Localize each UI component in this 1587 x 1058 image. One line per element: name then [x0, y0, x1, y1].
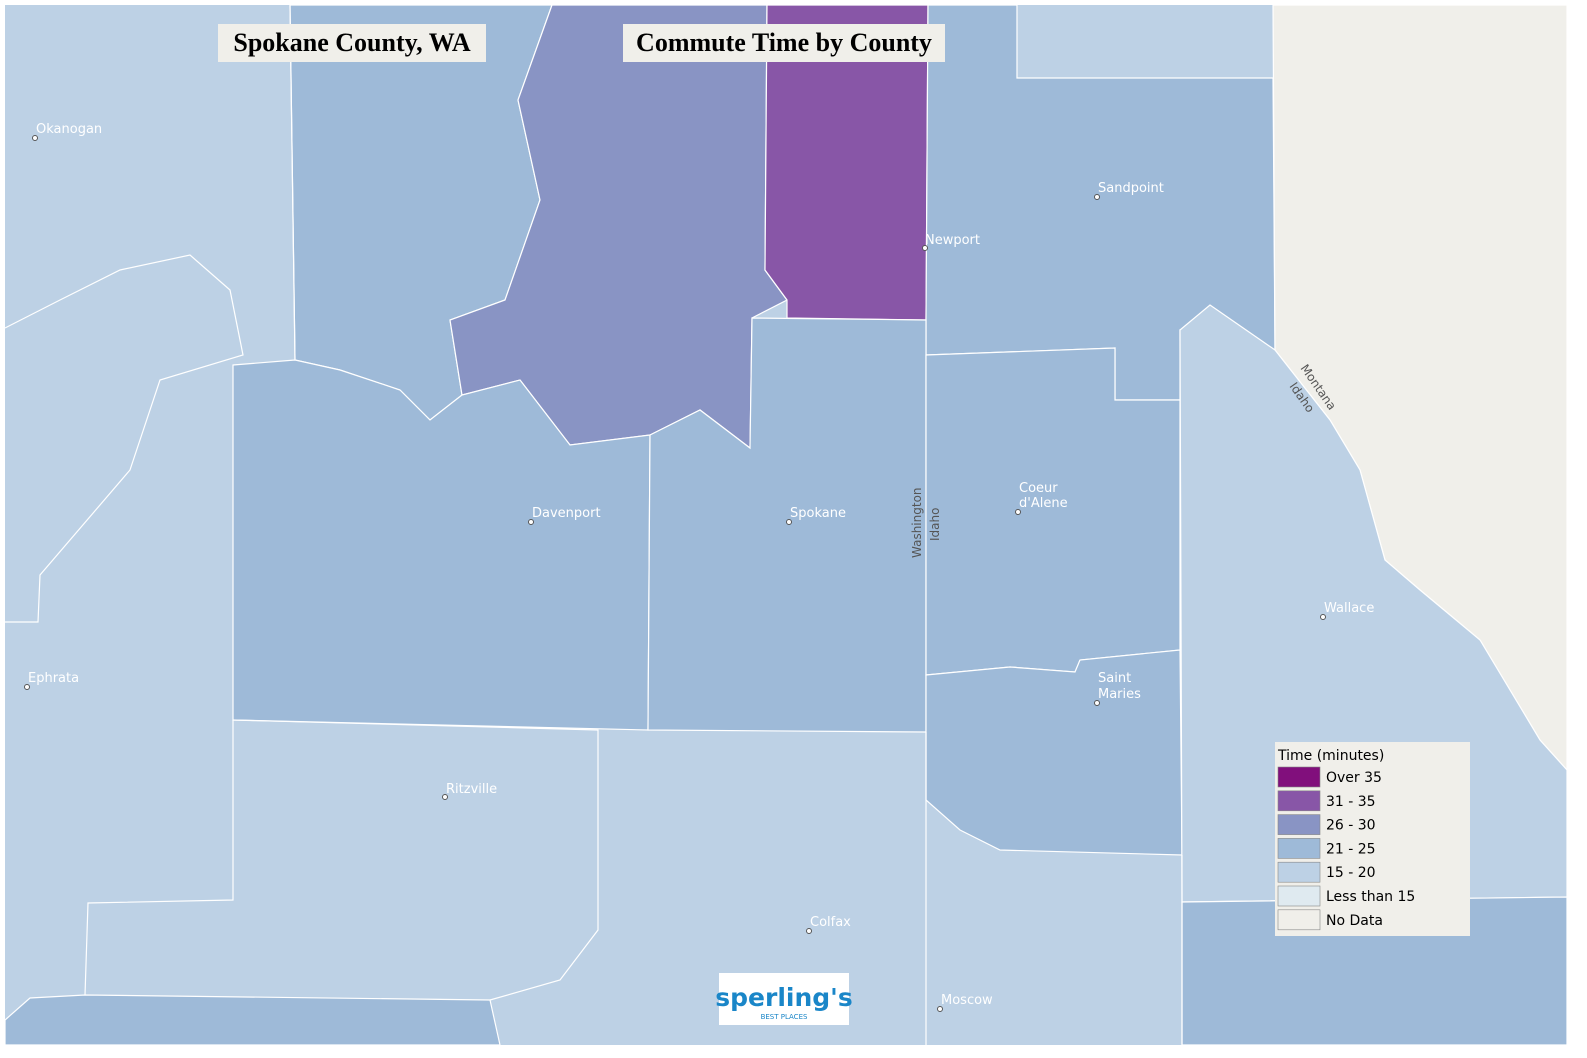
logo-box	[719, 973, 849, 1025]
place-label: Maries	[1098, 687, 1141, 702]
place-dot	[937, 1006, 943, 1012]
county-borders	[289, 4, 296, 361]
places: Okanogan Sandpoint Newport Davenport Spo…	[24, 122, 1374, 1012]
place-dot	[786, 519, 792, 525]
legend-label: 31 - 35	[1326, 794, 1376, 810]
state-label: Idaho	[928, 508, 942, 541]
place-dot	[32, 135, 38, 141]
place-dot	[24, 684, 30, 690]
place-dot	[442, 794, 448, 800]
place-dot	[528, 519, 534, 525]
legend-label: 26 - 30	[1326, 818, 1376, 834]
legend-swatch	[1277, 909, 1321, 931]
title-box	[218, 24, 486, 62]
place-dot	[1094, 194, 1100, 200]
legend: Time (minutes) Over 35 31 - 35 26 - 30 21 -…	[1275, 742, 1470, 936]
place-label: Sandpoint	[1098, 181, 1164, 196]
place-label: d'Alene	[1019, 496, 1068, 511]
map-title: Commute Time by County	[636, 28, 932, 57]
state-label: Washington	[910, 487, 924, 558]
place-dot	[922, 245, 928, 251]
place-label: Ritzville	[446, 782, 497, 797]
legend-swatch	[1277, 814, 1321, 835]
place-title: Spokane County, WA	[233, 28, 470, 57]
legend-swatch	[1277, 766, 1321, 788]
place-label: Okanogan	[36, 122, 102, 137]
place-label: Spokane	[790, 506, 846, 521]
county-borders	[232, 719, 599, 1001]
title-box	[623, 24, 945, 62]
legend-label: Over 35	[1326, 770, 1382, 786]
county-borders	[4, 254, 244, 623]
place-label: Davenport	[532, 506, 601, 521]
legend-label: 21 - 25	[1326, 841, 1376, 857]
legend-label: No Data	[1326, 913, 1383, 929]
legend-title: Time (minutes)	[1277, 748, 1384, 764]
legend-label: Less than 15	[1326, 889, 1415, 905]
logo-tagline: BEST PLACES	[761, 1013, 808, 1021]
place-label: Ephrata	[28, 671, 79, 686]
place-dot	[1320, 614, 1326, 620]
counties	[4, 4, 1568, 1046]
county-benewah	[925, 649, 1183, 856]
county-southwest	[4, 994, 501, 1046]
place-label: Wallace	[1324, 601, 1374, 616]
place-label: Newport	[925, 233, 980, 248]
legend-swatch	[1277, 885, 1321, 907]
legend-swatch	[1277, 790, 1321, 812]
legend-swatch	[1277, 838, 1321, 859]
place-dot	[1015, 509, 1021, 515]
place-dot	[806, 928, 812, 934]
legend-label: 15 - 20	[1326, 865, 1376, 881]
logo: sperling's BEST PLACES	[715, 973, 853, 1025]
place-dot	[1094, 700, 1100, 706]
place-label: Saint	[1098, 671, 1131, 686]
county-spokane	[647, 317, 927, 733]
place-label: Coeur	[1019, 481, 1058, 496]
county-borders	[84, 720, 234, 996]
logo-name: sperling's	[715, 983, 852, 1012]
legend-swatch	[1277, 861, 1321, 883]
place-label: Colfax	[810, 915, 851, 930]
place-label: Moscow	[941, 993, 993, 1008]
county-lincoln	[232, 359, 651, 731]
